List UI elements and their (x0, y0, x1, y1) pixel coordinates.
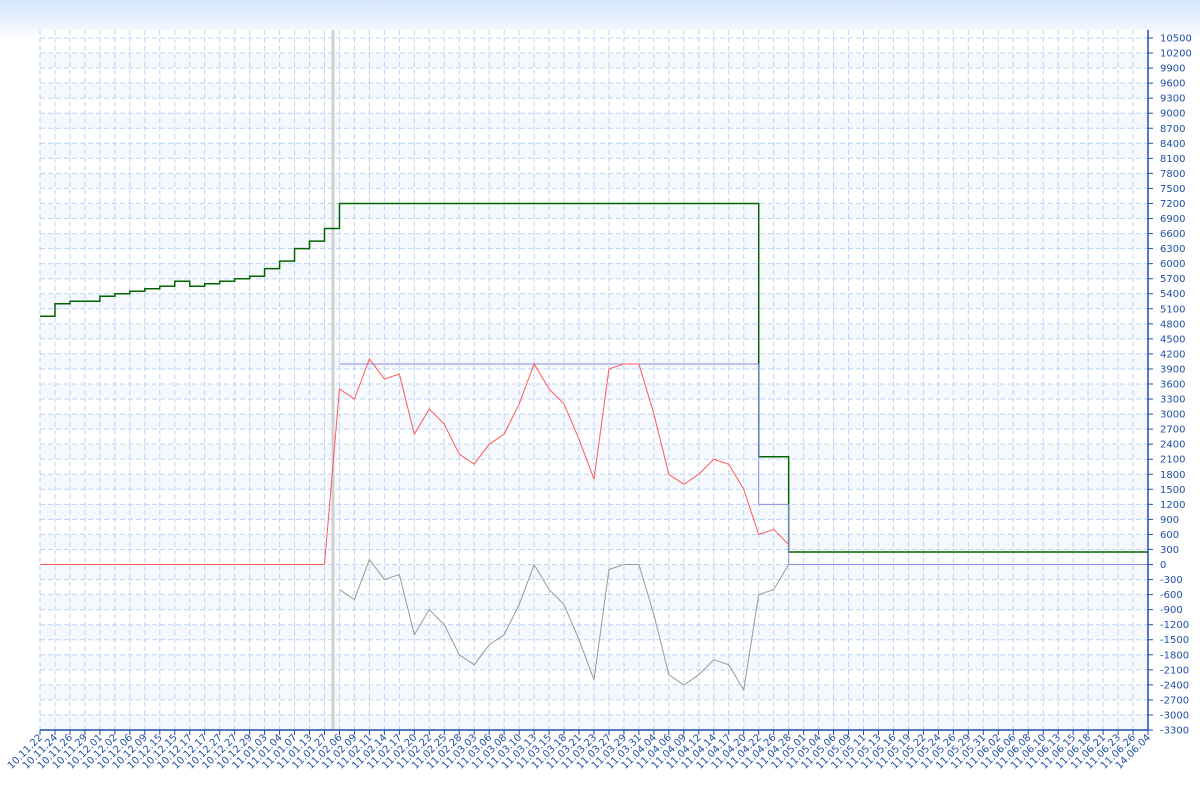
y-tick-label: 1500 (1160, 485, 1185, 496)
y-tick-label: -900 (1160, 605, 1183, 616)
y-tick-label: 5700 (1160, 274, 1185, 285)
series-0-line (40, 202, 1148, 553)
grid-band (40, 293, 1148, 309)
y-tick-label: -600 (1160, 590, 1183, 601)
y-tick-label: 4500 (1160, 334, 1185, 345)
series-group (39, 202, 1149, 692)
y-tick-label: 5400 (1160, 289, 1185, 300)
series-3-line (339, 558, 790, 692)
y-tick-label: 2400 (1160, 440, 1185, 451)
y-tick-label: 2100 (1160, 455, 1185, 466)
y-tick-label: 1200 (1160, 500, 1185, 511)
y-tick-label: 6300 (1160, 244, 1185, 255)
y-tick-label: 0 (1160, 560, 1166, 571)
y-tick-label: 8700 (1160, 124, 1185, 135)
y-tick-label: 8400 (1160, 139, 1185, 150)
y-tick-label: 3600 (1160, 380, 1185, 391)
y-tick-label: -2100 (1160, 665, 1189, 676)
y-tick-label: -1200 (1160, 620, 1189, 631)
y-tick-label: -2700 (1160, 695, 1189, 706)
series-1-line (339, 363, 1148, 566)
grid-band (40, 173, 1148, 189)
grid-band (40, 323, 1148, 339)
grid-band (40, 564, 1148, 580)
y-tick-label: 2700 (1160, 425, 1185, 436)
axes: 1050010200990096009300900087008400810078… (6, 30, 1192, 772)
y-tick-label: 4800 (1160, 319, 1185, 330)
y-tick-label: -1800 (1160, 650, 1189, 661)
series-2-line (40, 357, 790, 566)
y-tick-label: 600 (1160, 530, 1179, 541)
grid-band (40, 444, 1148, 460)
y-tick-label: 3300 (1160, 395, 1185, 406)
y-tick-label: 9000 (1160, 109, 1185, 120)
y-tick-label: 300 (1160, 545, 1179, 556)
y-tick-label: 10500 (1160, 34, 1192, 45)
y-tick-label: 7500 (1160, 184, 1185, 195)
y-tick-label: 6900 (1160, 214, 1185, 225)
y-tick-label: 3000 (1160, 410, 1185, 421)
y-tick-label: 1800 (1160, 470, 1185, 481)
y-tick-label: -3300 (1160, 726, 1189, 737)
y-tick-label: 10200 (1160, 49, 1192, 60)
y-tick-label: 9300 (1160, 94, 1185, 105)
y-tick-label: 5100 (1160, 304, 1185, 315)
y-tick-label: 900 (1160, 515, 1179, 526)
y-tick-label: -3000 (1160, 710, 1189, 721)
y-tick-label: 7200 (1160, 199, 1185, 210)
y-tick-label: 4200 (1160, 349, 1185, 360)
grid-band (40, 53, 1148, 69)
y-tick-label: 9600 (1160, 79, 1185, 90)
y-tick-label: 9900 (1160, 64, 1185, 75)
grid-band (40, 414, 1148, 430)
y-tick-label: 6000 (1160, 259, 1185, 270)
grid-band (40, 684, 1148, 700)
y-tick-label: 7800 (1160, 169, 1185, 180)
y-tick-label: 3900 (1160, 364, 1185, 375)
y-tick-label: -2400 (1160, 680, 1189, 691)
y-tick-label: 6600 (1160, 229, 1185, 240)
grid (39, 30, 1149, 731)
y-tick-label: 8100 (1160, 154, 1185, 165)
grid-band (40, 534, 1148, 550)
y-tick-label: -300 (1160, 575, 1183, 586)
y-tick-label: -1500 (1160, 635, 1189, 646)
